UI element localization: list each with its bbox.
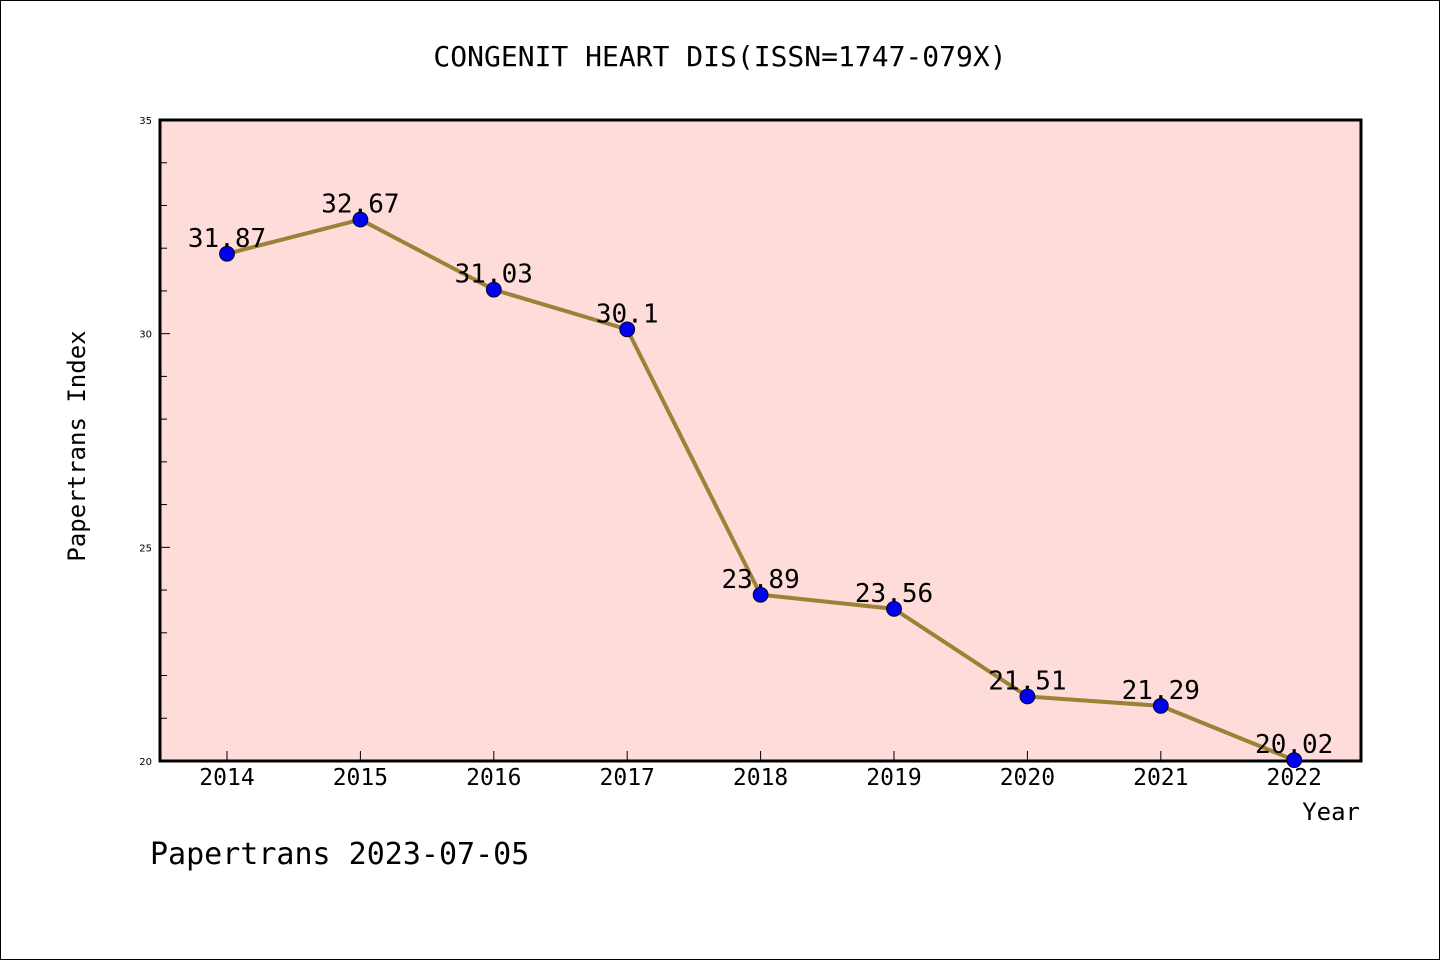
x-tick-label: 2019 (866, 765, 921, 791)
data-label: 31.87 (188, 224, 266, 254)
data-point (219, 245, 235, 262)
series-layer (219, 211, 1303, 769)
data-point (1019, 688, 1036, 705)
data-label: 21.51 (988, 666, 1066, 696)
y-tick-label: 25 (139, 543, 152, 554)
y-tick-label: 30 (139, 330, 152, 341)
x-tick-label: 2017 (600, 765, 655, 791)
data-point (485, 281, 502, 298)
x-tick-label: 2022 (1267, 765, 1322, 791)
y-tick-label: 35 (139, 116, 152, 127)
chart-title: CONGENIT HEART DIS(ISSN=1747-079X) (433, 40, 1006, 73)
data-label: 30.1 (596, 299, 659, 329)
y-axis: 20 25 30 35 (139, 116, 170, 768)
x-tick-label: 2014 (199, 765, 254, 791)
footer-date: Papertrans 2023-07-05 (150, 837, 529, 872)
x-axis-label: Year (1302, 798, 1360, 826)
x-tick-label: 2020 (1000, 765, 1055, 791)
x-tick-label: 2021 (1133, 765, 1188, 791)
x-tick-label: 2016 (466, 765, 521, 791)
y-axis-label: Papertrans Index (63, 330, 91, 561)
data-point (352, 211, 369, 228)
data-point (619, 321, 636, 338)
data-label: 32.67 (321, 190, 399, 220)
x-tick-label: 2018 (733, 765, 788, 791)
data-label: 31.03 (455, 260, 533, 290)
data-label: 21.29 (1122, 676, 1200, 706)
x-tick-label: 2015 (333, 765, 388, 791)
data-label: 23.89 (721, 565, 799, 595)
data-label: 23.56 (855, 579, 933, 609)
data-label: 20.02 (1255, 730, 1333, 760)
data-labels: 31.87 32.67 31.03 30.1 23.89 23.56 21.51 21.29 2… (188, 190, 1333, 761)
data-point (1152, 697, 1169, 714)
x-axis: 2014 2015 2016 2017 2018 2019 2020 2021 2022 (199, 751, 1322, 791)
data-point (752, 586, 769, 603)
data-point (1286, 752, 1303, 769)
data-point (886, 600, 902, 617)
y-tick-label: 20 (139, 757, 152, 768)
